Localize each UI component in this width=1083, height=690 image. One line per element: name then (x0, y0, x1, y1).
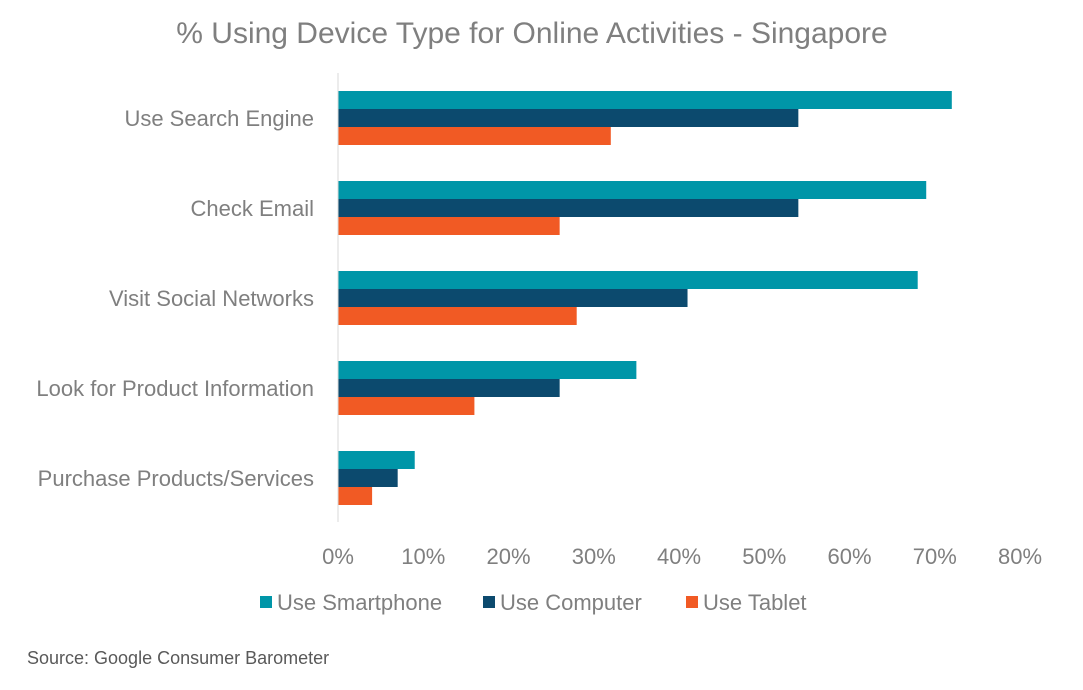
x-tick-label: 50% (742, 544, 786, 569)
category-label: Check Email (191, 196, 314, 221)
bar-use-tablet-1 (338, 127, 611, 145)
bar-use-smartphone-1 (338, 91, 952, 109)
x-tick-label: 10% (401, 544, 445, 569)
bar-use-computer-2 (338, 199, 799, 217)
category-label: Visit Social Networks (109, 286, 314, 311)
legend-label: Use Tablet (703, 590, 807, 615)
x-tick-label: 60% (827, 544, 871, 569)
legend-swatch (483, 596, 495, 608)
legend-label: Use Computer (500, 590, 642, 615)
legend-swatch (260, 596, 272, 608)
bar-use-computer-4 (338, 379, 560, 397)
chart-title: % Using Device Type for Online Activitie… (176, 17, 887, 50)
bar-use-tablet-4 (338, 397, 475, 415)
bar-use-computer-5 (338, 469, 398, 487)
bar-use-smartphone-3 (338, 271, 918, 289)
legend-label: Use Smartphone (277, 590, 442, 615)
bar-use-tablet-3 (338, 307, 577, 325)
category-label: Purchase Products/Services (38, 466, 314, 491)
category-labels: Use Search Engine Check Email Visit Social… (36, 106, 314, 491)
x-tick-label: 40% (657, 544, 701, 569)
source-note: Source: Google Consumer Barometer (27, 648, 329, 668)
bar-use-computer-1 (338, 109, 799, 127)
plot-area (337, 73, 952, 522)
x-tick-label: 80% (998, 544, 1042, 569)
bar-use-tablet-5 (338, 487, 373, 505)
bar-use-tablet-2 (338, 217, 560, 235)
category-label: Look for Product Information (36, 376, 314, 401)
x-tick-label: 30% (572, 544, 616, 569)
x-axis-ticks: 0% 10% 20% 30% 40% 50% 60% 70% 80% (322, 544, 1042, 569)
x-tick-label: 70% (913, 544, 957, 569)
x-tick-label: 0% (322, 544, 354, 569)
bar-use-smartphone-2 (338, 181, 927, 199)
x-tick-label: 20% (486, 544, 530, 569)
legend-swatch (686, 596, 698, 608)
bar-use-smartphone-4 (338, 361, 637, 379)
legend: Use Smartphone Use Computer Use Tablet (260, 590, 807, 615)
bar-use-computer-3 (338, 289, 688, 307)
bar-use-smartphone-5 (338, 451, 415, 469)
category-label: Use Search Engine (124, 106, 314, 131)
